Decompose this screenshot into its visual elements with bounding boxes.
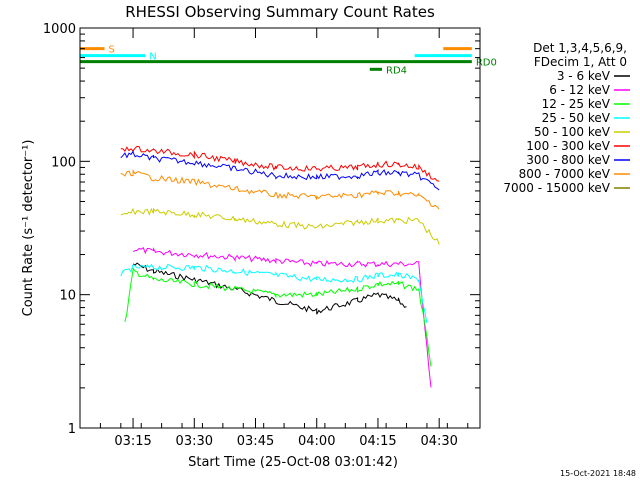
x-tick-label: 03:15 [114,434,151,449]
series-line [120,145,440,182]
legend-label: 12 - 25 keV [542,97,611,111]
y-axis-label: Count Rate (s⁻¹ detector⁻¹) [21,140,36,317]
chart-title: RHESSI Observing Summary Count Rates [125,3,435,21]
legend-header-line-1: Det 1,3,4,5,6,9, [533,41,627,55]
legend-label: 50 - 100 keV [534,125,611,139]
y-axis-ticks: 1 10 100 1000 [43,22,480,437]
x-axis-ticks: 03:15 03:30 03:45 04:00 04:15 04:30 [79,28,469,449]
series-line [120,263,428,324]
state-bar-label: RD4 [386,65,407,76]
legend: Det 1,3,4,5,6,9, FDecim 1, Att 0 3 - 6 k… [503,41,630,195]
series-line [124,267,432,367]
state-bar-label: N [149,52,156,63]
y-tick-label: 100 [51,155,76,170]
legend-header-line-2: FDecim 1, Att 0 [534,55,627,69]
footer-timestamp: 15-Oct-2021 18:48 [560,469,636,478]
x-tick-label: 04:15 [359,434,396,449]
x-tick-label: 04:30 [420,434,457,449]
legend-label: 300 - 800 keV [526,153,610,167]
legend-label: 25 - 50 keV [542,111,611,125]
legend-label: 100 - 300 keV [526,139,610,153]
legend-label: 800 - 7000 keV [519,167,611,181]
state-bar-label: S [108,45,114,56]
x-tick-label: 03:30 [176,434,213,449]
y-tick-label: 1000 [43,22,76,37]
plot-frame [79,27,481,429]
y-tick-label: 10 [59,289,76,304]
x-tick-label: 04:00 [298,434,335,449]
series-line [132,247,432,388]
state-bar-label: RD0 [476,58,497,69]
series-line [120,207,440,245]
series-line [120,149,440,191]
series-line [132,262,407,315]
legend-label: 7000 - 15000 keV [503,181,610,195]
state-bars: S N RD0 RD4 [80,45,497,76]
legend-label: 6 - 12 keV [549,83,611,97]
legend-label: 3 - 6 keV [557,69,611,83]
series-layer [120,145,440,388]
series-line [120,169,440,210]
y-tick-label: 1 [68,422,76,437]
x-tick-label: 03:45 [237,434,274,449]
x-axis-label: Start Time (25-Oct-08 03:01:42) [188,455,398,470]
